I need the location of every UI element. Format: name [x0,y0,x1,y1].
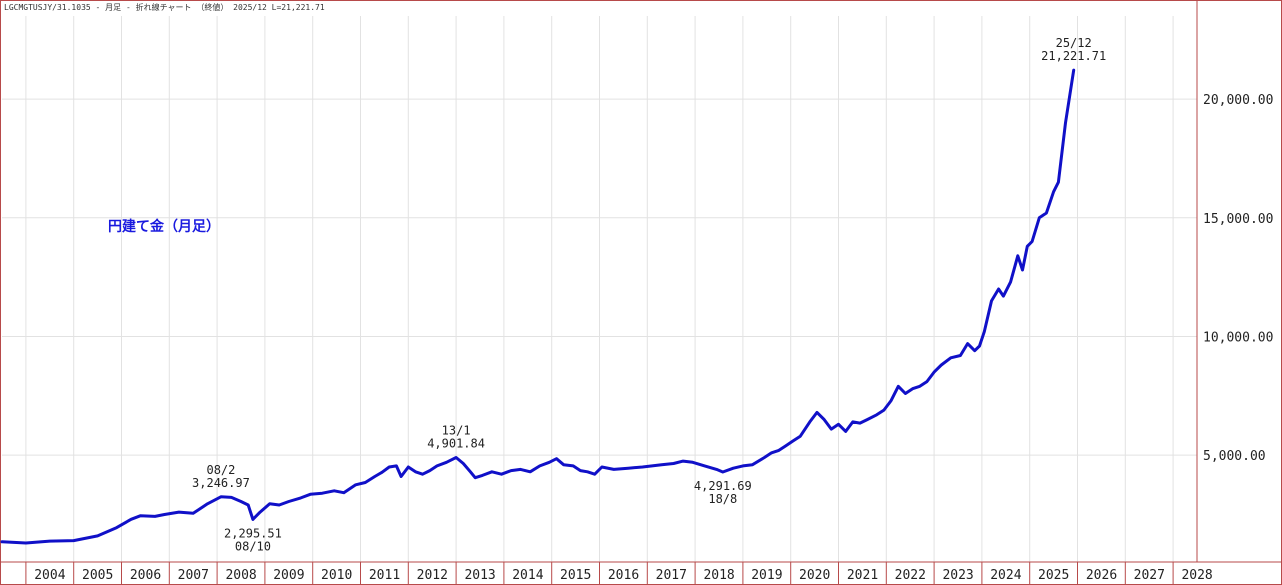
grid-layer [2,16,1197,562]
price-line [0,68,1076,545]
annotation-label: 21,221.71 [1041,49,1106,63]
annotation-label: 2,295.51 [224,526,282,540]
x-tick-label: 2025 [1038,568,1069,583]
annotation-label: 13/1 [442,424,471,438]
x-tick-label: 2010 [321,568,352,583]
chart-title: 円建て金（月足） [108,219,220,235]
x-tick-label: 2019 [751,568,782,583]
y-axis: 5,000.00 10,000.00 15,000.00 20,000.00 [1203,93,1273,464]
x-tick-label: 2014 [512,568,543,583]
x-tick-label: 2018 [703,568,734,583]
x-tick-label: 2006 [130,568,161,583]
annotation-label: 08/10 [235,539,271,553]
x-tick-label: 2013 [464,568,495,583]
x-tick-label: 2004 [34,568,65,583]
chart-header: LGCMGTUSJY/31.1035 - 月足 - 折れ線チャート （終値） 2… [4,3,325,12]
x-tick-label: 2028 [1181,568,1212,583]
x-tick-label: 2021 [847,568,878,583]
annotation-peak-2008: 08/23,246.97 [192,463,250,490]
x-tick-label: 2009 [273,568,304,583]
x-tick-label: 2015 [560,568,591,583]
x-tick-label: 2005 [82,568,113,583]
x-tick-label: 2022 [895,568,926,583]
x-tick-label: 2017 [656,568,687,583]
annotation-label: 18/8 [708,492,737,506]
annotation-label: 4,291.69 [694,479,752,493]
y-tick-label: 20,000.00 [1203,93,1273,108]
y-tick-label: 10,000.00 [1203,330,1273,345]
x-axis: 2004 2005 2006 2007 2008 2009 2010 2011 2012 2013… [25,562,1213,585]
x-tick-label: 2008 [225,568,256,583]
annotation-label: 4,901.84 [427,437,485,451]
annotation-peak-2013: 13/14,901.84 [427,424,485,451]
y-tick-label: 5,000.00 [1203,449,1266,464]
x-tick-label: 2011 [369,568,400,583]
x-tick-label: 2023 [942,568,973,583]
y-tick-label: 15,000.00 [1203,212,1273,227]
x-tick-label: 2007 [178,568,209,583]
annotation-label: 08/2 [206,463,235,477]
x-tick-label: 2012 [417,568,448,583]
x-tick-label: 2026 [1086,568,1117,583]
series-layer [0,68,1076,545]
x-tick-label: 2024 [990,568,1021,583]
x-tick-label: 2027 [1134,568,1165,583]
annotation-label: 25/12 [1056,36,1092,50]
x-tick-label: 2016 [608,568,639,583]
annotation-label: 3,246.97 [192,476,250,490]
x-tick-label: 2020 [799,568,830,583]
